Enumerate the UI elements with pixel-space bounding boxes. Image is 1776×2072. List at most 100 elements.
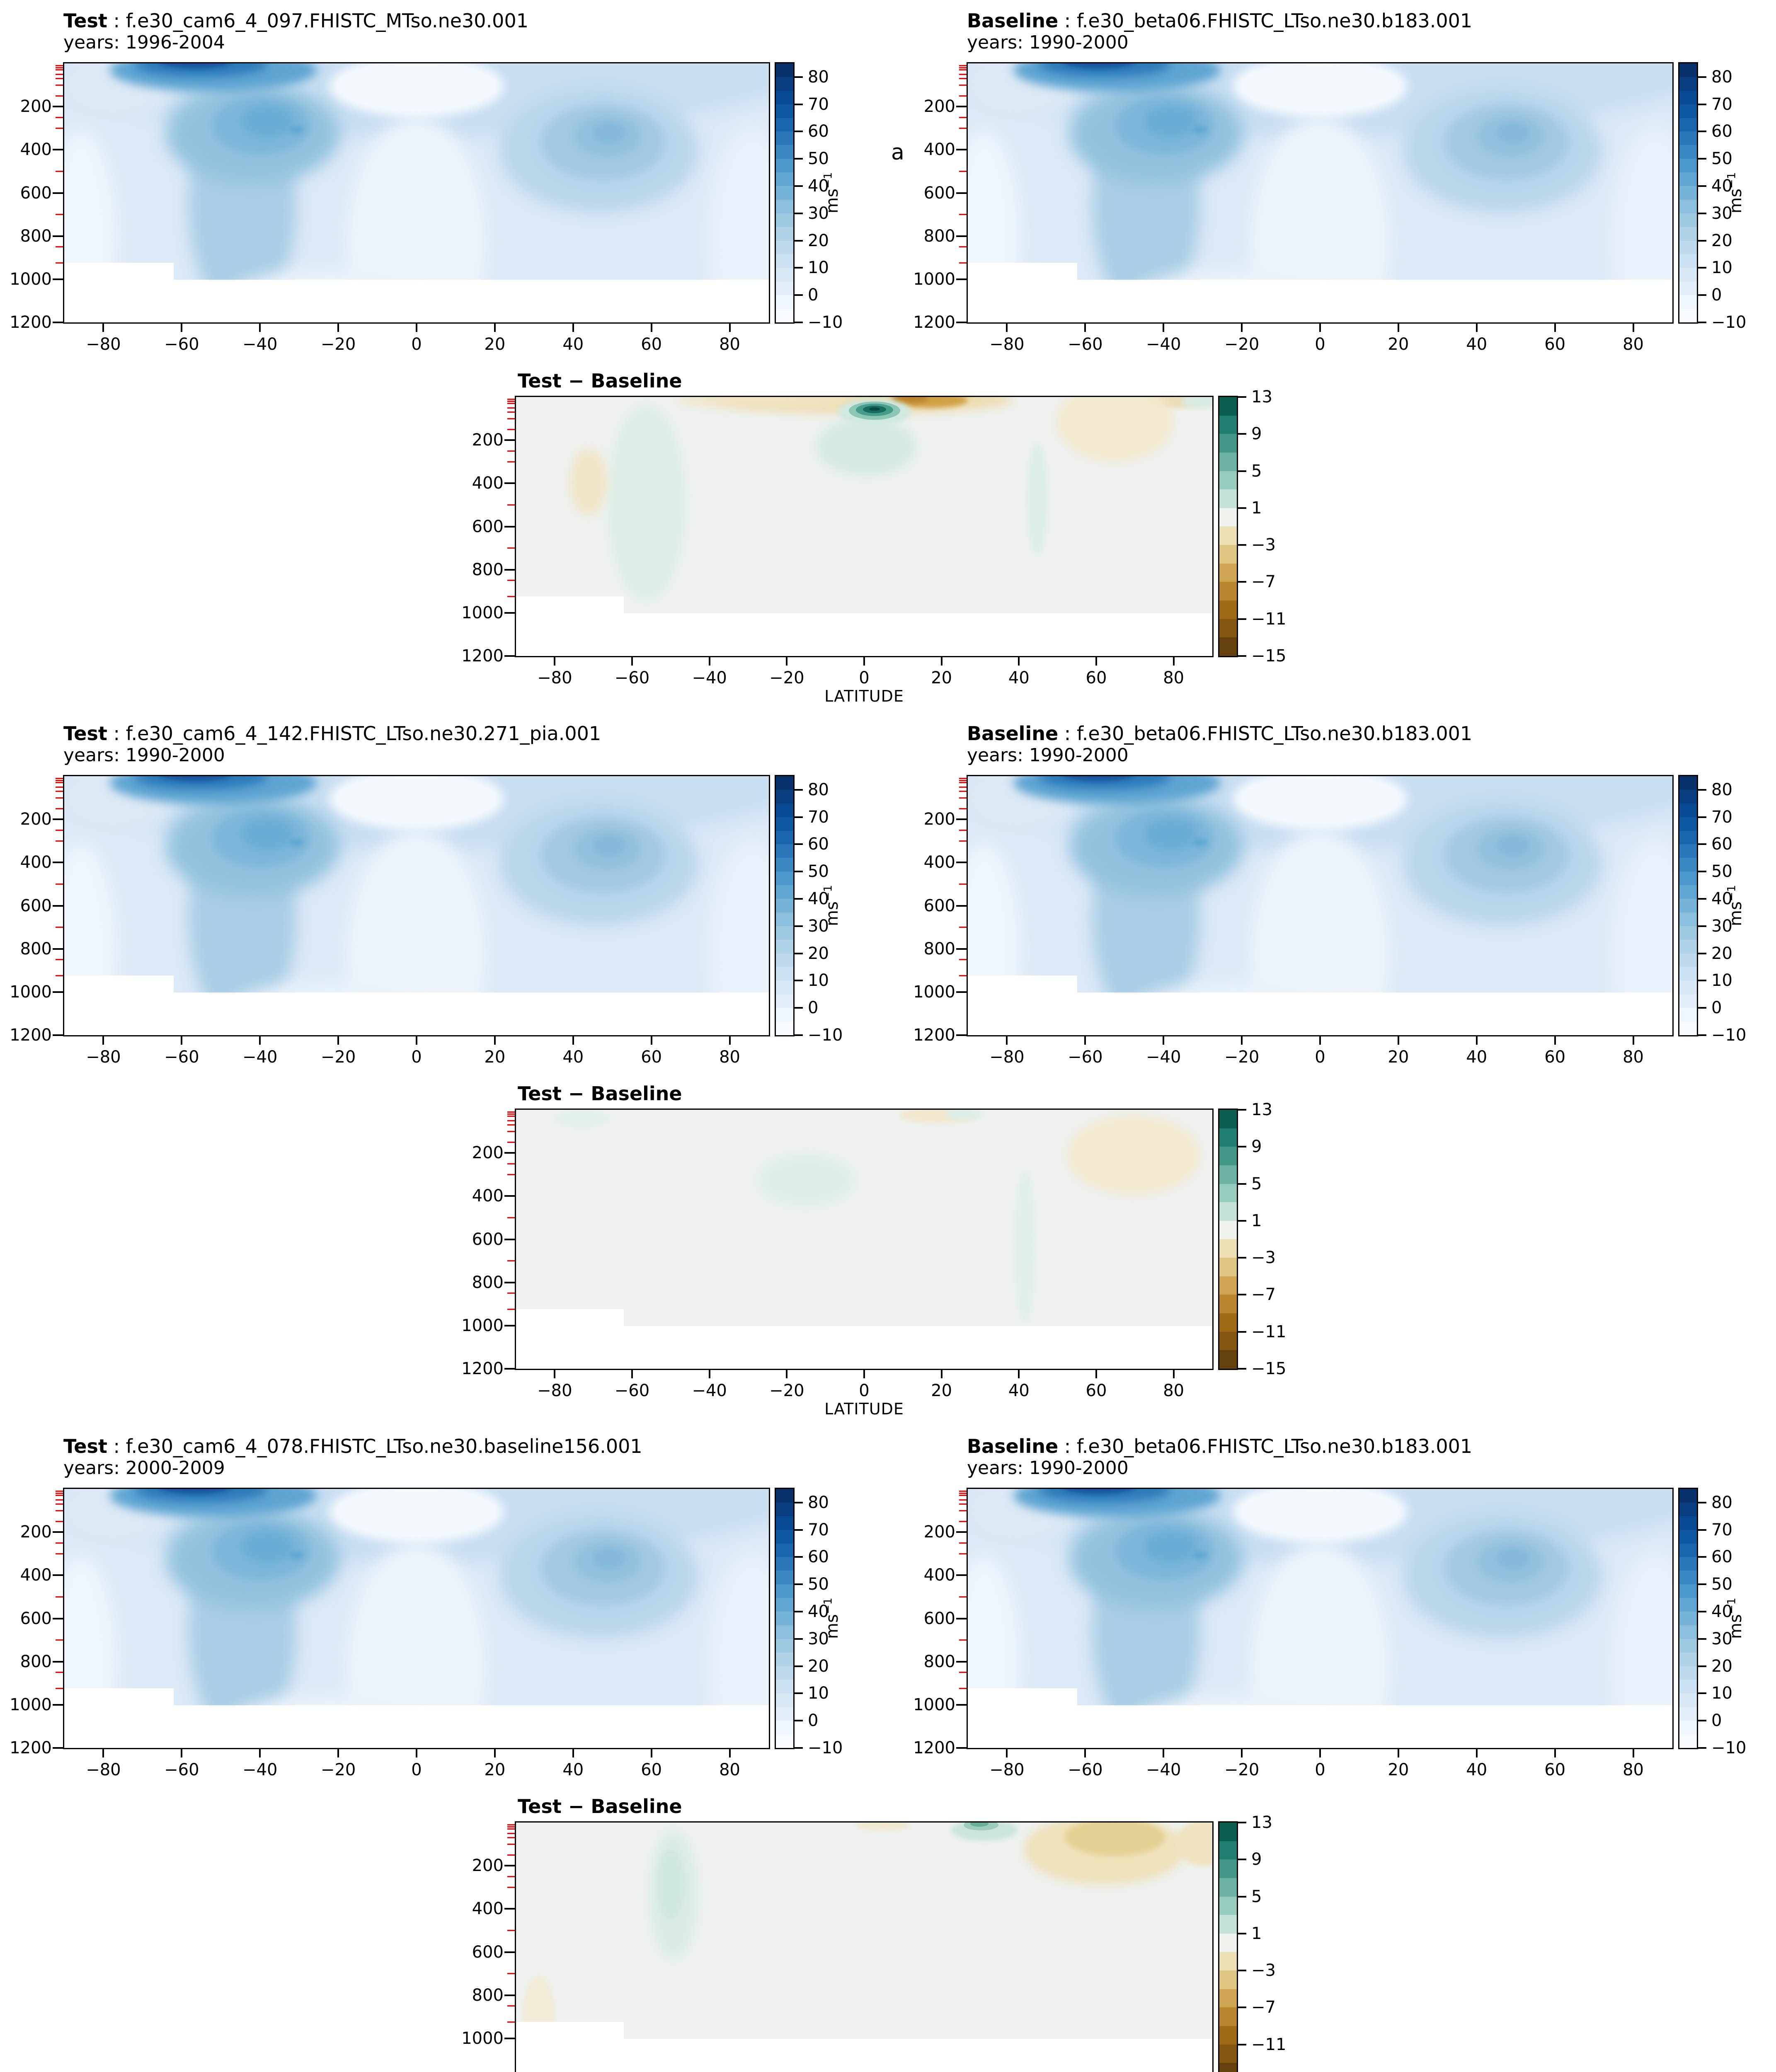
colorbar-segment: [1679, 899, 1697, 913]
colorbar-tick-label: 60: [808, 122, 829, 141]
y-tick: [956, 1617, 967, 1619]
colorbar-segment: [1679, 254, 1697, 268]
y-tick-label: 200: [20, 97, 52, 116]
x-tick-label: −20: [320, 1048, 356, 1067]
colorbar-segment: [776, 953, 793, 967]
colorbar-tick-label: 9: [1251, 1850, 1262, 1869]
y-minor-tick: [959, 790, 967, 792]
x-tick: [181, 1036, 183, 1045]
y-tick-label: 400: [20, 853, 52, 872]
colorbar-tick: [795, 1556, 803, 1558]
y-minor-tick: [959, 808, 967, 809]
colorbar-tick-label: 10: [808, 258, 829, 278]
y-tick-label: 600: [20, 183, 52, 203]
y-minor-tick: [959, 84, 967, 86]
y-tick-label: 400: [923, 1566, 955, 1585]
title-separator: :: [107, 1435, 126, 1457]
colorbar-tick-label: 30: [1711, 203, 1732, 223]
y-tick: [956, 1574, 967, 1576]
colorbar-tick-label: −10: [808, 1026, 843, 1045]
colorbar-tick-label: 50: [808, 862, 829, 881]
colorbar-tick: [795, 1007, 803, 1009]
colorbar-segment: [1679, 789, 1697, 804]
y-minor-tick: [959, 777, 967, 779]
y-minor-tick: [507, 1260, 515, 1262]
y-tick-label: 1200: [913, 1026, 955, 1045]
y-tick: [504, 1865, 515, 1867]
y-tick: [956, 235, 967, 237]
y-tick: [504, 1152, 515, 1154]
y-tick: [53, 1617, 63, 1619]
y-minor-tick: [56, 777, 63, 779]
colorbar-tick-label: 70: [1711, 94, 1732, 114]
panel-title-run: f.e30_beta06.FHISTC_LTso.ne30.b183.001: [1076, 722, 1473, 745]
colorbar-tick-label: 40: [1711, 889, 1732, 909]
colorbar-segment: [1679, 240, 1697, 254]
y-minor-tick: [56, 1510, 63, 1511]
colorbar: [1678, 775, 1698, 1036]
colorbar-segment: [1219, 1331, 1237, 1351]
colorbar-tick-label: −3: [1251, 1248, 1276, 1268]
x-tick: [1241, 1749, 1243, 1757]
colorbar-segment: [1219, 508, 1237, 527]
colorbar-tick: [1238, 618, 1246, 620]
y-tick-label: 200: [472, 1856, 504, 1876]
colorbar-segment: [1679, 803, 1697, 817]
colorbar-tick: [1238, 1257, 1246, 1259]
y-minor-tick: [507, 580, 515, 581]
colorbar-segment: [1679, 844, 1697, 858]
x-tick-label: 0: [411, 1760, 422, 1779]
y-minor-tick: [507, 461, 515, 462]
panel-title: Baseline : f.e30_beta06.FHISTC_LTso.ne30…: [967, 723, 1472, 744]
colorbar-tick: [795, 322, 803, 323]
panel-title-run: f.e30_cam6_4_097.FHISTC_MTso.ne30.001: [126, 10, 528, 32]
y-tick-label: 1000: [913, 1695, 955, 1714]
colorbar-tick-label: 5: [1251, 1887, 1262, 1906]
colorbar-tick: [795, 1529, 803, 1531]
y-minor-tick: [959, 1490, 967, 1492]
x-tick: [572, 1749, 574, 1757]
colorbar-segment: [776, 912, 793, 926]
y-tick: [956, 278, 967, 280]
x-tick-label: 60: [1085, 1381, 1107, 1400]
x-tick: [102, 1036, 104, 1045]
y-tick-label: 1200: [10, 1026, 52, 1045]
colorbar-segment: [1679, 77, 1697, 91]
colorbar-segment: [1679, 1639, 1697, 1653]
colorbar-segment: [776, 789, 793, 804]
colorbar-segment: [1679, 912, 1697, 926]
y-minor-tick: [507, 1120, 515, 1121]
y-minor-tick: [56, 84, 63, 86]
x-tick-label: 20: [1388, 1048, 1409, 1067]
y-minor-tick: [959, 69, 967, 71]
y-tick-label: 600: [20, 1609, 52, 1628]
colorbar-segment: [776, 1530, 793, 1544]
x-tick: [729, 1749, 731, 1757]
y-tick-label: 1000: [461, 603, 504, 622]
y-minor-tick: [959, 975, 967, 977]
colorbar-segment: [1219, 1952, 1237, 1971]
x-tick-label: 0: [1315, 335, 1325, 354]
y-minor-tick: [507, 1832, 515, 1834]
y-tick: [956, 991, 967, 993]
colorbar-tick-label: 80: [1711, 780, 1732, 799]
y-tick: [956, 862, 967, 864]
y-tick: [53, 192, 63, 194]
y-tick-label: 400: [472, 1186, 504, 1206]
y-minor-tick: [507, 1837, 515, 1838]
x-tick: [181, 1749, 183, 1757]
y-tick-label: 200: [20, 810, 52, 829]
y-minor-tick: [959, 65, 967, 66]
y-minor-tick: [507, 1116, 515, 1117]
y-minor-tick: [507, 1113, 515, 1115]
colorbar-tick-label: 13: [1251, 1813, 1272, 1832]
colorbar-tick-label: 10: [808, 971, 829, 990]
colorbar-tick-label: 60: [1711, 835, 1732, 854]
y-minor-tick: [56, 1490, 63, 1492]
x-tick: [1476, 1036, 1478, 1045]
x-tick: [1095, 1370, 1097, 1378]
colorbar-tick: [1238, 544, 1246, 546]
colorbar-tick-label: 1: [1251, 1211, 1262, 1230]
y-minor-tick: [56, 69, 63, 71]
x-tick: [1319, 1749, 1321, 1757]
